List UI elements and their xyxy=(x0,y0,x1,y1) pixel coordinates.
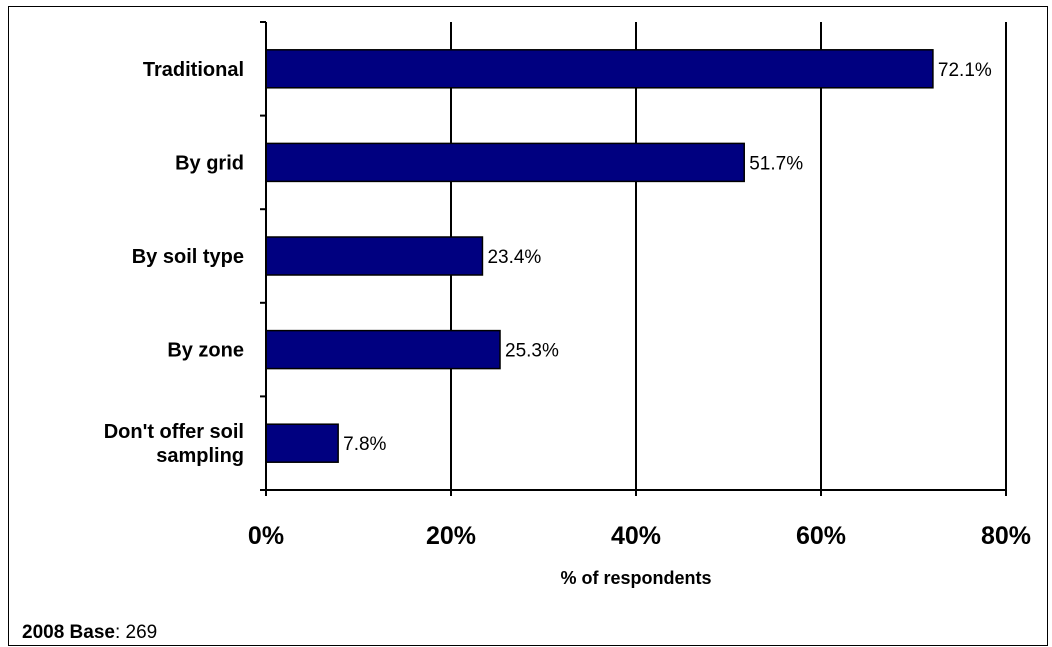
footnote: 2008 Base: 269 xyxy=(22,622,157,644)
bar-3 xyxy=(265,329,501,370)
bar-0 xyxy=(265,49,934,89)
x-tick-label-4: 80% xyxy=(981,522,1031,550)
bar-4 xyxy=(265,423,339,463)
x-tick-label-2: 40% xyxy=(611,522,661,550)
category-label-0: Traditional xyxy=(143,59,244,81)
x-tick-label-3: 60% xyxy=(796,522,846,550)
chart-frame xyxy=(8,6,1048,646)
value-label-4: 7.8% xyxy=(343,434,386,455)
value-label-0: 72.1% xyxy=(938,60,992,81)
footnote-label: 2008 Base xyxy=(22,622,115,643)
bar-2 xyxy=(265,236,484,276)
x-tick-label-0: 0% xyxy=(248,522,284,550)
x-tick-label-1: 20% xyxy=(426,522,476,550)
category-label-3: By zone xyxy=(167,340,244,362)
footnote-value: : 269 xyxy=(114,622,158,643)
value-label-2: 23.4% xyxy=(487,247,541,268)
category-label-4: Don't offer soil sampling xyxy=(104,421,244,467)
value-label-1: 51.7% xyxy=(749,153,803,174)
bar-1 xyxy=(265,142,745,183)
category-label-1: By grid xyxy=(175,152,244,174)
category-label-2: By soil type xyxy=(132,246,244,268)
x-axis-title: % of respondents xyxy=(560,568,711,588)
value-label-3: 25.3% xyxy=(505,341,559,362)
